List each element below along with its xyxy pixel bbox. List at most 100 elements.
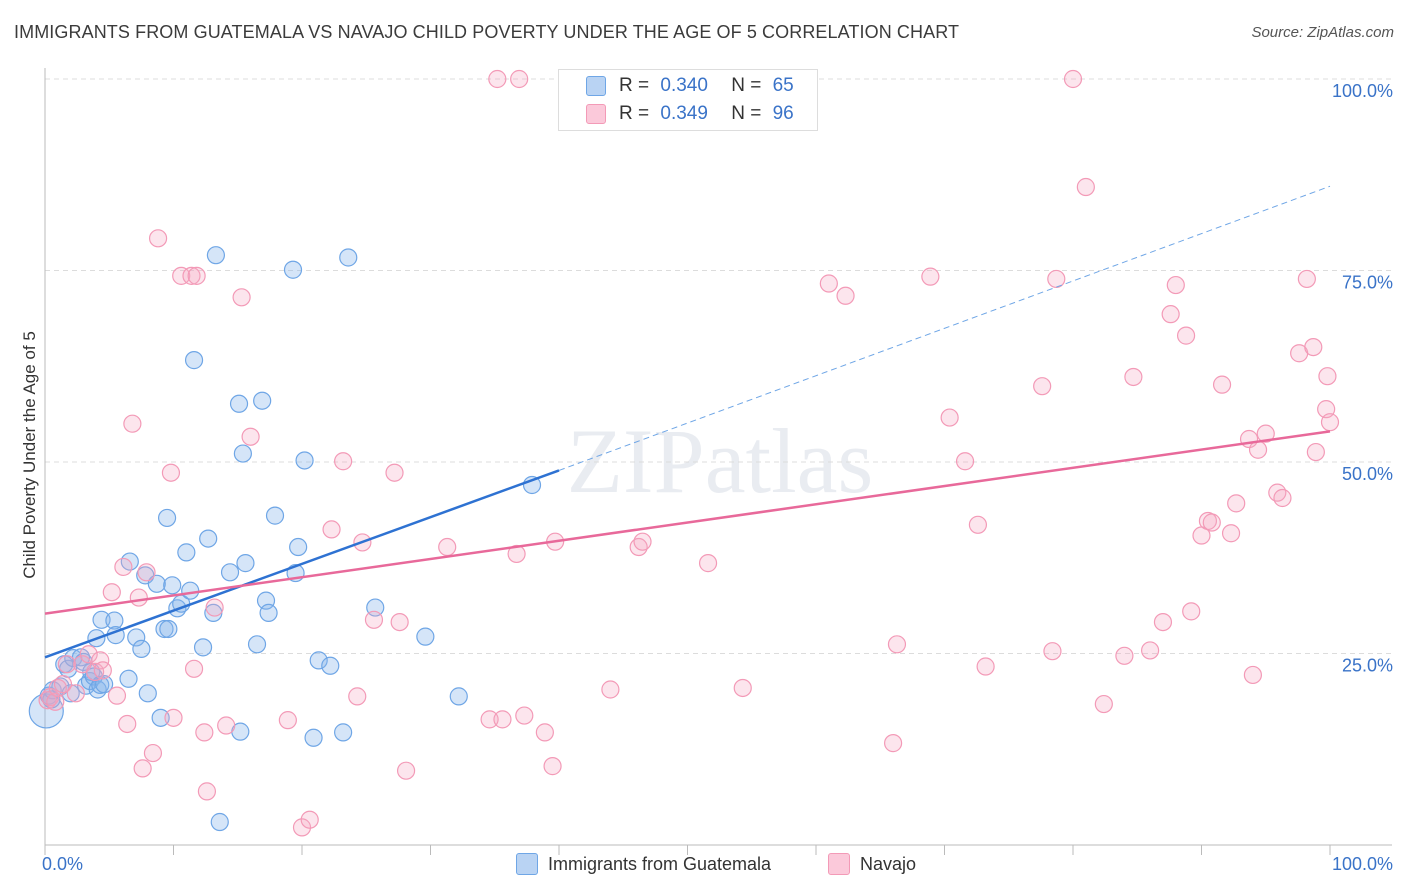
r-value: 0.349 (660, 103, 708, 124)
point-navajo (205, 598, 224, 617)
point-navajo (137, 563, 156, 582)
chart-title: IMMIGRANTS FROM GUATEMALA VS NAVAJO CHIL… (14, 22, 960, 42)
point-navajo (1202, 513, 1221, 532)
n-label: N = (731, 103, 762, 124)
point-guatemala (210, 812, 229, 832)
point-navajo (1063, 69, 1083, 89)
point-navajo (1297, 269, 1316, 289)
point-navajo (114, 557, 133, 577)
point-navajo (143, 743, 163, 763)
navajo-swatch (586, 104, 606, 124)
point-navajo (921, 267, 940, 286)
point-navajo (79, 645, 98, 664)
point-guatemala (247, 635, 267, 654)
point-guatemala (220, 563, 240, 582)
x-tick-label-min: 0.0% (42, 854, 83, 874)
point-navajo (107, 686, 127, 705)
point-navajo (182, 266, 201, 285)
point-navajo (633, 532, 652, 551)
point-navajo (123, 414, 142, 433)
point-navajo (1076, 177, 1095, 197)
data-points (28, 69, 1340, 837)
point-navajo (1140, 641, 1160, 660)
point-navajo (1320, 413, 1340, 432)
point-guatemala (259, 603, 278, 623)
point-navajo (601, 680, 620, 699)
n-value: 65 (772, 75, 794, 96)
n-label: N = (731, 75, 762, 96)
point-navajo (940, 408, 959, 427)
point-navajo (438, 537, 457, 557)
point-navajo (535, 723, 554, 742)
point-navajo (195, 723, 214, 742)
bottom-legend: Immigrants from Guatemala Navajo (0, 850, 1406, 880)
point-navajo (1243, 665, 1263, 685)
point-navajo (364, 610, 384, 629)
point-guatemala (283, 260, 303, 279)
point-navajo (217, 716, 236, 735)
y-tick-label: 50.0% (1342, 464, 1393, 484)
point-navajo (1166, 275, 1185, 295)
point-navajo (161, 463, 181, 482)
point-navajo (184, 659, 204, 678)
point-navajo (102, 583, 121, 602)
navajo-legend-swatch (828, 853, 850, 875)
point-navajo (976, 657, 995, 676)
point-guatemala (334, 723, 353, 742)
point-guatemala (181, 581, 200, 600)
point-guatemala (289, 537, 308, 557)
point-navajo (322, 520, 341, 539)
point-navajo (1227, 494, 1246, 513)
point-navajo (1318, 367, 1337, 386)
point-navajo (1094, 694, 1113, 714)
point-guatemala (253, 391, 272, 410)
point-navajo (1043, 642, 1062, 661)
watermark: ZIPatlas (567, 410, 874, 512)
point-guatemala (199, 529, 218, 548)
point-guatemala (449, 687, 468, 706)
point-navajo (1304, 338, 1323, 357)
point-navajo (480, 710, 499, 729)
point-navajo (46, 692, 65, 711)
legend-item-navajo[interactable]: Navajo (828, 853, 916, 875)
point-guatemala (177, 543, 196, 562)
point-navajo (300, 810, 319, 829)
point-guatemala (233, 444, 252, 463)
r-label: R = (619, 75, 650, 96)
x-tick-label-max: 100.0% (1332, 854, 1393, 874)
point-navajo (385, 463, 404, 482)
trend-line-navajo (44, 430, 1331, 615)
point-guatemala (304, 728, 323, 747)
r-label: R = (619, 103, 650, 124)
legend-item-guatemala[interactable]: Immigrants from Guatemala (516, 853, 771, 875)
point-navajo (1115, 646, 1134, 665)
point-guatemala (147, 574, 166, 593)
point-navajo (1212, 375, 1232, 394)
point-navajo (698, 554, 718, 573)
point-navajo (836, 286, 855, 305)
point-navajo (187, 266, 206, 285)
point-navajo (1268, 483, 1287, 502)
point-navajo (278, 711, 297, 730)
point-guatemala (236, 554, 255, 573)
point-navajo (488, 69, 507, 89)
point-navajo (543, 757, 562, 776)
point-guatemala (127, 628, 146, 647)
point-navajo (86, 662, 105, 681)
point-navajo (1176, 326, 1196, 345)
point-navajo (348, 687, 367, 706)
point-navajo (883, 734, 903, 753)
point-navajo (1047, 269, 1066, 289)
point-navajo (1153, 612, 1173, 632)
point-navajo (1124, 367, 1143, 387)
point-navajo (1256, 424, 1275, 443)
axes (44, 68, 1392, 855)
point-guatemala (184, 351, 204, 370)
point-guatemala (119, 669, 138, 688)
point-guatemala (309, 651, 328, 670)
point-navajo (493, 710, 512, 729)
point-navajo (129, 588, 148, 607)
y-tick-label: 75.0% (1342, 273, 1393, 293)
point-navajo (133, 759, 152, 778)
